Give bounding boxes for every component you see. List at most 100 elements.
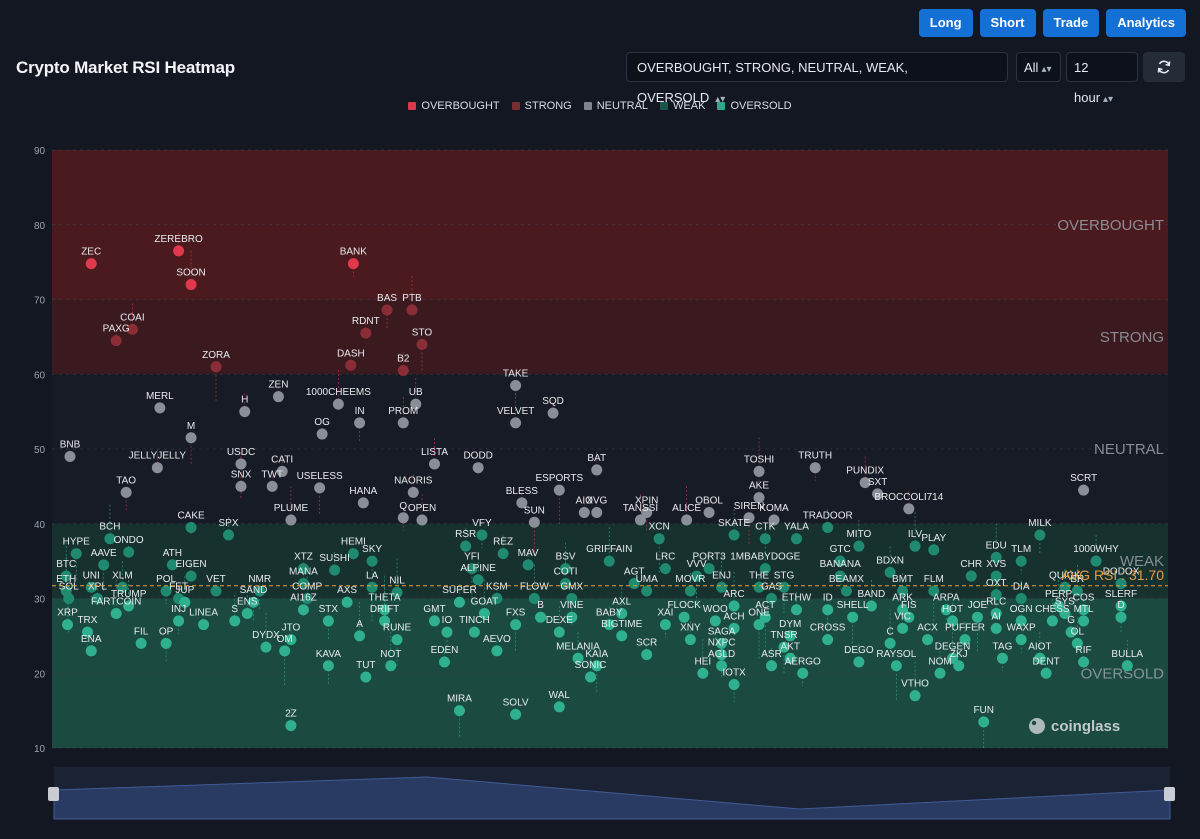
coin-point-bch[interactable]: BCH	[99, 522, 120, 545]
coin-marker[interactable]	[160, 585, 172, 597]
coin-marker[interactable]	[397, 417, 409, 429]
coin-point-cross[interactable]: CROSS	[810, 623, 846, 646]
coin-marker[interactable]	[120, 486, 132, 498]
coin-marker[interactable]	[1078, 604, 1090, 616]
coin-marker[interactable]	[903, 611, 915, 623]
coin-marker[interactable]	[81, 626, 93, 638]
coin-point-shell[interactable]: SHELL	[837, 600, 869, 623]
coin-marker[interactable]	[379, 615, 391, 627]
coin-point-d[interactable]: D	[1115, 600, 1127, 623]
coin-point-ens[interactable]: ENS	[237, 596, 258, 619]
coin-point-solv[interactable]: SOLV	[503, 697, 529, 720]
coin-marker[interactable]	[641, 585, 653, 597]
coin-point-waxp[interactable]: WAXP	[1007, 623, 1036, 646]
coin-marker[interactable]	[85, 581, 97, 593]
coin-marker[interactable]	[553, 626, 565, 638]
coin-marker[interactable]	[460, 540, 472, 552]
coin-point-plume[interactable]: PLUME	[274, 503, 309, 526]
coin-point-rune[interactable]: RUNE	[383, 623, 412, 646]
coin-marker[interactable]	[653, 533, 665, 545]
coin-marker[interactable]	[934, 667, 946, 679]
coin-point-usdc[interactable]: USDC	[227, 447, 255, 470]
coin-marker[interactable]	[397, 365, 409, 377]
coin-marker[interactable]	[104, 533, 116, 545]
coin-point-1000cheems[interactable]: 1000CHEEMS	[306, 387, 371, 410]
coin-marker[interactable]	[884, 637, 896, 649]
coin-marker[interactable]	[210, 361, 222, 373]
coin-point-not[interactable]: NOT	[380, 649, 401, 672]
coin-marker[interactable]	[753, 619, 765, 631]
coin-marker[interactable]	[990, 607, 1002, 619]
coin-point-hei[interactable]: HEI	[695, 656, 712, 679]
coin-point-vic[interactable]: VIC	[894, 611, 911, 634]
coin-point-beamx[interactable]: BEAMX	[829, 574, 864, 597]
coin-marker[interactable]	[681, 514, 693, 526]
coin-point-jto[interactable]: JTO	[282, 623, 301, 646]
coin-marker[interactable]	[354, 417, 366, 429]
coin-marker[interactable]	[135, 637, 147, 649]
coin-point-akt[interactable]: AKT	[781, 641, 800, 664]
coin-marker[interactable]	[897, 604, 909, 616]
coin-point-b2[interactable]: B2	[397, 354, 410, 377]
coin-point-fil[interactable]: FIL	[134, 626, 149, 649]
coin-point-m[interactable]: M	[185, 421, 197, 444]
coin-marker[interactable]	[198, 619, 210, 631]
coin-marker[interactable]	[578, 507, 590, 519]
coin-marker[interactable]	[491, 645, 503, 657]
coin-point-trx[interactable]: TRX	[77, 615, 98, 638]
coin-marker[interactable]	[547, 407, 559, 419]
coin-marker[interactable]	[641, 649, 653, 661]
coin-point-slerf[interactable]: SLERF	[1105, 589, 1137, 612]
coin-marker[interactable]	[341, 596, 353, 608]
coin-point-saga[interactable]: SAGA	[708, 626, 736, 649]
coin-point-ena[interactable]: ENA	[81, 634, 102, 657]
coin-point-xlm[interactable]: XLM	[112, 570, 133, 593]
coin-marker[interactable]	[1115, 611, 1127, 623]
coin-marker[interactable]	[822, 521, 834, 533]
coin-point-iotx[interactable]: IOTX	[722, 667, 746, 690]
coin-marker[interactable]	[185, 570, 197, 582]
coin-point-pol[interactable]: POL	[156, 574, 177, 597]
coin-point-broccoli714[interactable]: BROCCOLI714	[874, 492, 944, 515]
coin-point-ai[interactable]: AI	[990, 611, 1002, 634]
coin-point-c[interactable]: C	[884, 626, 896, 649]
coin-point-sky[interactable]: SKY	[362, 544, 382, 567]
coin-marker[interactable]	[285, 514, 297, 526]
coin-point-xvs[interactable]: XVS	[986, 559, 1007, 582]
coin-marker[interactable]	[822, 634, 834, 646]
coin-marker[interactable]	[1071, 637, 1083, 649]
type-filter-select[interactable]: All ▴▾	[1016, 52, 1061, 82]
coin-marker[interactable]	[260, 641, 272, 653]
coin-point-jup[interactable]: JUP	[175, 585, 195, 608]
refresh-button[interactable]	[1143, 52, 1185, 82]
coin-point-vine[interactable]: VINE	[560, 600, 584, 623]
coin-marker[interactable]	[759, 563, 771, 575]
coin-point-snx[interactable]: SNX	[231, 469, 252, 492]
coin-point-scr[interactable]: SCR	[636, 638, 657, 661]
coin-point-pundix[interactable]: PUNDIX	[846, 466, 884, 489]
legend-item-overbought[interactable]: OVERBOUGHT	[408, 100, 500, 112]
coin-point-cos[interactable]: COS	[1073, 593, 1095, 616]
coin-marker[interactable]	[847, 611, 859, 623]
coin-point-griffain[interactable]: GRIFFAIN	[586, 544, 632, 567]
coin-point-merl[interactable]: MERL	[146, 391, 174, 414]
coin-marker[interactable]	[1059, 581, 1071, 593]
coin-marker[interactable]	[123, 546, 135, 558]
coin-marker[interactable]	[766, 660, 778, 672]
coin-point-dash[interactable]: DASH	[337, 348, 365, 371]
coin-marker[interactable]	[1115, 578, 1127, 590]
coin-marker[interactable]	[391, 587, 403, 599]
coin-point-sto[interactable]: STO	[412, 327, 433, 350]
coin-marker[interactable]	[1015, 593, 1027, 604]
coin-marker[interactable]	[790, 533, 802, 545]
coin-marker[interactable]	[716, 637, 728, 649]
coin-marker[interactable]	[416, 514, 428, 526]
coin-marker[interactable]	[379, 604, 391, 616]
coin-marker[interactable]	[996, 652, 1008, 664]
coin-point-milk[interactable]: MILK	[1028, 518, 1052, 541]
coin-point-zora[interactable]: ZORA	[202, 350, 230, 373]
coin-marker[interactable]	[276, 465, 288, 477]
coin-point-linea[interactable]: LINEA	[189, 608, 218, 631]
coin-point-siren[interactable]: SIREN	[734, 501, 765, 524]
coin-marker[interactable]	[990, 589, 1002, 601]
